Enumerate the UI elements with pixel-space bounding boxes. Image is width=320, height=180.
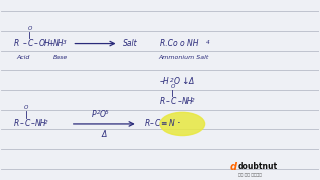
Text: R.Co o NH: R.Co o NH xyxy=(160,39,198,48)
Text: –H: –H xyxy=(160,77,170,86)
Text: ↓: ↓ xyxy=(182,77,189,86)
Text: Δ: Δ xyxy=(189,77,194,86)
Text: +: + xyxy=(47,39,53,48)
Text: O: O xyxy=(100,110,106,119)
Text: ·: · xyxy=(177,117,180,130)
Text: 2: 2 xyxy=(97,110,100,115)
Text: Base: Base xyxy=(52,55,68,60)
Text: R: R xyxy=(160,97,165,106)
Text: 5: 5 xyxy=(105,110,108,115)
Text: 2: 2 xyxy=(191,98,195,103)
Text: –: – xyxy=(34,39,38,48)
Text: N: N xyxy=(169,120,174,129)
Text: –: – xyxy=(22,39,26,48)
Text: NH: NH xyxy=(181,97,193,106)
Text: OH: OH xyxy=(38,39,50,48)
Text: 3: 3 xyxy=(63,40,67,45)
Text: ≡: ≡ xyxy=(160,120,167,129)
Text: –: – xyxy=(177,97,181,106)
Text: C: C xyxy=(28,39,33,48)
Text: NH: NH xyxy=(35,120,46,129)
Text: O: O xyxy=(171,84,175,89)
Text: –: – xyxy=(150,120,154,129)
Text: Ammonium Salt: Ammonium Salt xyxy=(158,55,209,60)
Text: O: O xyxy=(24,105,29,110)
Text: C: C xyxy=(155,120,160,129)
Text: Salt: Salt xyxy=(123,39,138,48)
Text: 2: 2 xyxy=(44,120,48,125)
Text: O: O xyxy=(28,26,32,31)
Text: O: O xyxy=(174,77,180,86)
Text: 2: 2 xyxy=(170,78,174,83)
Text: Δ: Δ xyxy=(101,130,106,139)
Text: C: C xyxy=(171,97,177,106)
Text: doubtnut: doubtnut xyxy=(238,162,278,171)
Text: 4: 4 xyxy=(206,40,210,45)
Text: R: R xyxy=(13,120,19,129)
Text: –: – xyxy=(19,120,23,129)
Text: Acid: Acid xyxy=(16,55,29,60)
Text: टप हल करें: टप हल करें xyxy=(238,173,262,177)
Text: R: R xyxy=(13,39,19,48)
Text: R: R xyxy=(145,120,150,129)
Ellipse shape xyxy=(160,112,204,136)
Text: –: – xyxy=(31,120,35,129)
Text: –: – xyxy=(166,97,170,106)
Text: NH: NH xyxy=(53,39,64,48)
Text: P: P xyxy=(92,110,96,119)
Text: C: C xyxy=(25,120,30,129)
Text: d: d xyxy=(230,162,237,172)
